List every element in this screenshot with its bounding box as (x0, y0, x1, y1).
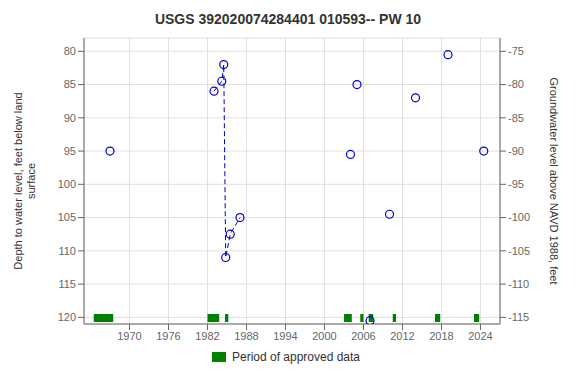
svg-text:-75: -75 (508, 45, 524, 57)
svg-text:-85: -85 (508, 112, 524, 124)
svg-text:-95: -95 (508, 178, 524, 190)
svg-text:120: 120 (58, 311, 76, 323)
svg-text:-90: -90 (508, 145, 524, 157)
svg-text:110: 110 (58, 245, 76, 257)
html-text:USGS 392020074284401 010593--: USGS 392020074284401 010593-- PW 10 (154, 11, 422, 27)
html-text:Period of approved data: Period of approved data (232, 350, 360, 364)
svg-text:1988: 1988 (234, 330, 258, 342)
svg-text:Groundwater level above NAVD 1: Groundwater level above NAVD 1988, feet (548, 77, 560, 284)
svg-text:-100: -100 (508, 211, 530, 223)
svg-text:2000: 2000 (312, 330, 336, 342)
svg-text:1994: 1994 (273, 330, 297, 342)
svg-text:-115: -115 (508, 311, 529, 323)
svg-text:1970: 1970 (117, 330, 141, 342)
svg-text:-110: -110 (508, 278, 529, 290)
svg-text:105: 105 (58, 211, 76, 223)
svg-text:80: 80 (64, 45, 76, 57)
svg-text:-80: -80 (508, 78, 524, 90)
svg-text:1976: 1976 (156, 330, 180, 342)
svg-text:90: 90 (64, 112, 76, 124)
svg-text:2018: 2018 (429, 330, 453, 342)
svg-text:115: 115 (58, 278, 76, 290)
svg-text:2024: 2024 (468, 330, 492, 342)
svg-text:2012: 2012 (390, 330, 414, 342)
svg-text:2006: 2006 (351, 330, 375, 342)
svg-text:85: 85 (64, 78, 76, 90)
svg-text:100: 100 (58, 178, 76, 190)
svg-text:1982: 1982 (195, 330, 219, 342)
svg-text:95: 95 (64, 145, 76, 157)
svg-text:Depth to water level, feet bel: Depth to water level, feet below landsur… (12, 92, 37, 269)
svg-text:-105: -105 (508, 245, 530, 257)
